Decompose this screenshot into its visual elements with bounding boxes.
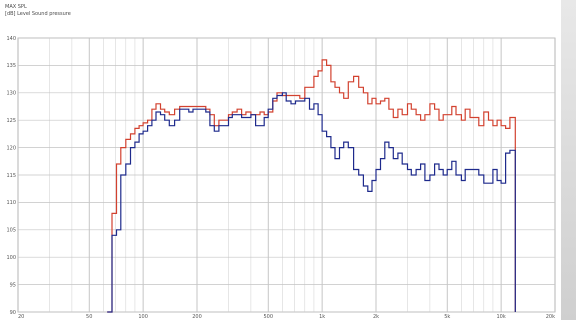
chart: 90 95 100 105 110 115 120 125 130 135 140 20 50 100 20… (6, 36, 556, 320)
x-tick-label: 50 (86, 314, 92, 320)
x-tick-label: 200 (192, 314, 202, 320)
x-tick-label: 100 (138, 314, 148, 320)
x-tick-label: 500 (263, 314, 273, 320)
y-tick-label: 110 (6, 200, 16, 206)
x-tick-label: 2k (373, 314, 379, 320)
x-tick-label: 20k (546, 314, 555, 320)
chart-title: MAX SPL (5, 4, 27, 10)
y-tick-label: 115 (6, 173, 16, 179)
y-tick-label: 105 (6, 228, 16, 234)
x-tick-label: 20 (18, 314, 24, 320)
x-tick-label: 10k (496, 314, 505, 320)
plot-window: MAX SPL [dB] Level Sound pressure 90 95 10… (0, 0, 561, 320)
y-tick-label: 130 (6, 91, 16, 97)
x-tick-label: 1k (319, 314, 325, 320)
y-tick-label: 120 (6, 145, 16, 151)
x-tick-label: 5k (444, 314, 450, 320)
y-tick-label: 135 (6, 63, 16, 69)
y-tick-label: 100 (6, 255, 16, 261)
y-tick-label: 90 (10, 310, 16, 316)
y-tick-label: 95 (10, 282, 16, 288)
y-axis-label: [dB] Level Sound pressure (5, 11, 71, 17)
y-tick-label: 125 (6, 118, 16, 124)
series-line-2 (107, 92, 516, 313)
series-line-1 (107, 59, 516, 313)
y-tick-label: 140 (6, 36, 16, 42)
